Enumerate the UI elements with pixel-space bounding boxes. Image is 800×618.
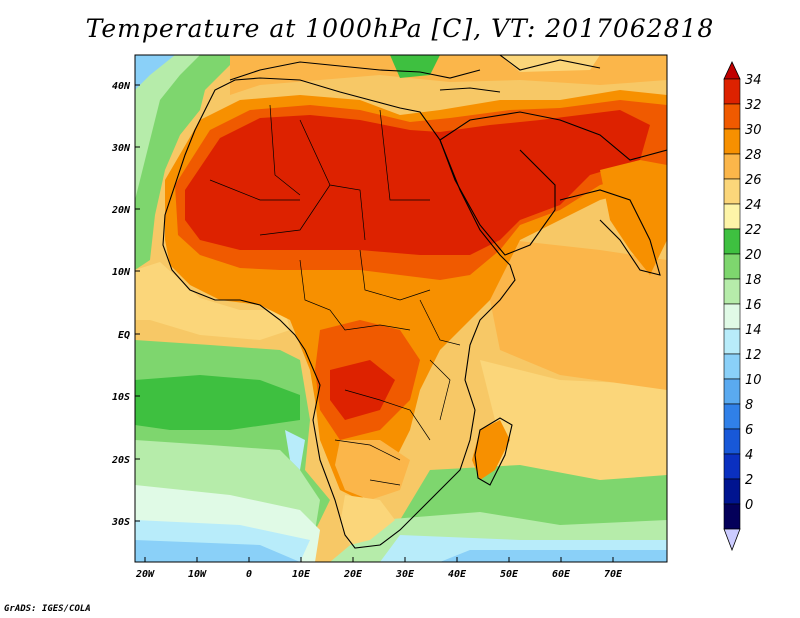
field-atlantic-cool — [135, 55, 200, 200]
lon-label-10w: 10W — [188, 569, 207, 580]
colorbar-label: 2 — [745, 473, 753, 488]
lat-label-10s: 10S — [112, 392, 130, 403]
arabia-coast — [439, 139, 556, 256]
colorbar-label: 26 — [745, 173, 762, 188]
plot-frame — [134, 54, 668, 563]
colorbar-segment — [723, 78, 741, 105]
colorbar-segment — [723, 328, 741, 355]
colorbar-label: 4 — [745, 448, 753, 463]
lat-axis: 40N 30N 20N 10N EQ 10S 20S 30S — [111, 81, 140, 528]
lon-label-10e: 10E — [292, 569, 311, 580]
footer-credit: GrADS: IGES/COLA — [4, 604, 91, 614]
india-coast — [559, 189, 661, 276]
lat-label-10n: 10N — [112, 267, 131, 278]
lat-label-30s: 30S — [111, 517, 130, 528]
lat-label-30n: 30N — [111, 143, 131, 154]
borders — [209, 104, 461, 486]
colorbar-label: 22 — [745, 223, 762, 238]
colorbar-segment — [723, 403, 741, 430]
colorbar-segment — [723, 153, 741, 180]
lat-label-40n: 40N — [112, 81, 131, 92]
colorbar-label: 18 — [745, 273, 762, 288]
colorbar-label: 10 — [745, 373, 762, 388]
coastlines — [162, 55, 667, 549]
field-atlantic-north — [135, 55, 240, 270]
colorbar-label: 32 — [745, 98, 762, 113]
lon-label-20e: 20E — [343, 569, 363, 580]
colorbar-segment — [723, 278, 741, 305]
colorbar-label: 24 — [745, 198, 762, 213]
colorbar-segment — [723, 453, 741, 480]
lon-label-0: 0 — [246, 569, 252, 580]
lon-label-40e: 40E — [448, 569, 467, 580]
colorbar-label: 8 — [745, 398, 753, 413]
colorbar-under-arrow — [723, 528, 741, 552]
field-kalahari — [335, 440, 410, 500]
colorbar-label: 16 — [745, 298, 762, 313]
caspian-coast — [499, 55, 601, 71]
colorbar-label: 28 — [745, 148, 762, 163]
colorbar-segment — [723, 253, 741, 280]
lat-label-20s: 20S — [111, 455, 130, 466]
field-balkans-green — [390, 55, 440, 78]
lon-label-50e: 50E — [500, 569, 519, 580]
madagascar-coast — [474, 417, 513, 486]
colorbar-segment — [723, 303, 741, 330]
lat-label-eq: EQ — [118, 330, 130, 341]
lon-label-70e: 70E — [604, 569, 623, 580]
colorbar-label: 14 — [745, 323, 762, 338]
field-benguela — [285, 430, 305, 470]
field-io-blue — [440, 550, 667, 562]
field-madagascar — [472, 420, 510, 480]
africa-coast — [162, 77, 516, 549]
colorbar-segment — [723, 478, 741, 505]
field-guinea — [135, 262, 290, 340]
colorbar-over-arrow — [723, 61, 741, 80]
field-caspian — [500, 55, 600, 72]
country-borders — [209, 104, 461, 486]
lon-axis: 20W 10W 0 10E 20E 30E 40E 50E 60E 70E — [135, 557, 623, 580]
field-sahara-hot — [185, 110, 650, 255]
colorbar-segment — [723, 128, 741, 155]
lat-label-20n: 20N — [111, 205, 131, 216]
field-south-africa — [340, 495, 395, 545]
map-title: Temperature at 1000hPa [C], VT: 20170628… — [85, 14, 715, 43]
colorbar-label: 30 — [745, 123, 762, 138]
colorbar-segment — [723, 503, 741, 530]
colorbar-segment — [723, 178, 741, 205]
colorbar-label: 0 — [745, 498, 753, 513]
colorbar-segment — [723, 353, 741, 380]
colorbar-segment — [723, 203, 741, 230]
colorbar-label: 20 — [745, 248, 762, 263]
field-angola-hot — [330, 360, 395, 420]
colorbar-label: 34 — [745, 73, 762, 88]
lon-label-20w: 20W — [135, 569, 155, 580]
colorbar-segment — [723, 378, 741, 405]
med-north-coast — [229, 61, 481, 81]
lon-label-60e: 60E — [552, 569, 571, 580]
temperature-field — [135, 55, 667, 562]
field-arabian-sea — [490, 240, 667, 390]
colorbar-segment — [723, 228, 741, 255]
arabia-north-coast — [439, 111, 667, 161]
field-satl-darkgreen — [135, 375, 300, 430]
turkey-coast — [439, 87, 501, 93]
colorbar-label: 12 — [745, 348, 762, 363]
lon-label-30e: 30E — [395, 569, 415, 580]
field-atlantic-cold — [135, 55, 175, 90]
field-india — [600, 160, 667, 275]
colorbar-segment — [723, 103, 741, 130]
colorbar-segment — [723, 428, 741, 455]
field-satl-blue — [135, 540, 300, 562]
colorbar-label: 6 — [745, 423, 753, 438]
